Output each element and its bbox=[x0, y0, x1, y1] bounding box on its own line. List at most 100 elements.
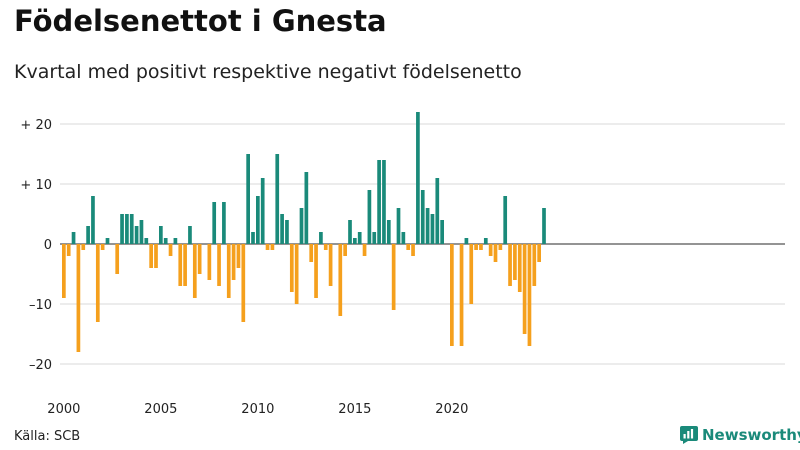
bar bbox=[411, 244, 415, 256]
brand-name: Newsworthy bbox=[702, 426, 800, 444]
bar bbox=[275, 154, 280, 244]
bar bbox=[382, 160, 386, 244]
x-tick-label: 2005 bbox=[144, 402, 177, 417]
bar bbox=[319, 232, 323, 244]
bar bbox=[76, 244, 81, 352]
bar bbox=[236, 244, 241, 268]
bar bbox=[430, 214, 435, 244]
bar bbox=[483, 238, 488, 244]
bar bbox=[188, 226, 192, 244]
bar bbox=[226, 244, 231, 298]
bar bbox=[353, 238, 357, 244]
y-tick-label: + 20 bbox=[20, 118, 52, 133]
bar bbox=[459, 244, 464, 346]
bar bbox=[479, 244, 483, 250]
bar bbox=[357, 232, 362, 244]
bar bbox=[285, 220, 289, 244]
gridlines bbox=[60, 123, 785, 365]
bar bbox=[71, 232, 76, 244]
x-tick-label: 2000 bbox=[47, 402, 80, 417]
bar bbox=[420, 190, 425, 244]
bar bbox=[488, 244, 493, 256]
bar bbox=[212, 202, 217, 244]
bar bbox=[469, 244, 474, 304]
bar bbox=[386, 220, 391, 244]
bar bbox=[95, 244, 100, 322]
bar bbox=[464, 238, 469, 244]
bar bbox=[289, 244, 294, 292]
bar bbox=[144, 238, 149, 244]
bar bbox=[178, 244, 183, 286]
bar bbox=[513, 244, 517, 280]
bar bbox=[343, 244, 347, 256]
bar bbox=[81, 244, 86, 250]
bar bbox=[435, 178, 440, 244]
bar bbox=[406, 244, 411, 250]
bar bbox=[450, 244, 454, 346]
bar bbox=[105, 238, 110, 244]
bar bbox=[542, 208, 546, 244]
y-tick-label: + 10 bbox=[20, 178, 52, 193]
source-note: Källa: SCB bbox=[14, 429, 81, 444]
bar bbox=[527, 244, 532, 346]
bar bbox=[503, 196, 508, 244]
bar bbox=[231, 244, 236, 280]
bar bbox=[66, 244, 71, 256]
chart-title: Födelsenettot i Gnesta bbox=[14, 4, 387, 38]
bar bbox=[367, 190, 372, 244]
bar bbox=[328, 244, 333, 286]
bar bbox=[474, 244, 478, 250]
y-tick-label: 0 bbox=[44, 238, 52, 253]
bar bbox=[100, 244, 105, 250]
bar bbox=[139, 220, 144, 244]
chart-subtitle: Kvartal med positivt respektive negativt… bbox=[14, 61, 522, 83]
bar bbox=[91, 196, 95, 244]
bar bbox=[115, 244, 120, 274]
bar bbox=[125, 214, 129, 244]
bar bbox=[338, 244, 343, 316]
bar bbox=[280, 214, 284, 244]
bar bbox=[163, 238, 168, 244]
bar bbox=[251, 232, 255, 244]
bar bbox=[183, 244, 187, 286]
bar bbox=[265, 244, 270, 250]
bar bbox=[154, 244, 158, 268]
bar bbox=[299, 208, 304, 244]
y-tick-label: –20 bbox=[29, 358, 52, 373]
bar bbox=[134, 226, 139, 244]
bar bbox=[401, 232, 406, 244]
x-tick-label: 2015 bbox=[338, 402, 371, 417]
bar bbox=[440, 220, 444, 244]
bar bbox=[294, 244, 299, 304]
bar bbox=[323, 244, 328, 250]
bar bbox=[62, 244, 66, 298]
y-tick-label: –10 bbox=[29, 298, 52, 313]
bar bbox=[270, 244, 275, 250]
bar bbox=[217, 244, 221, 286]
bar bbox=[416, 112, 420, 244]
bar bbox=[314, 244, 318, 298]
bar bbox=[256, 196, 260, 244]
bar bbox=[120, 214, 124, 244]
bar bbox=[309, 244, 314, 262]
bar bbox=[246, 154, 250, 244]
bar bbox=[391, 244, 396, 310]
bar bbox=[425, 208, 430, 244]
bar bbox=[362, 244, 367, 256]
bar-chart: + 20 + 10 0 –10 –20 2000 2005 2010 2015 2020 bbox=[20, 112, 785, 417]
bar bbox=[522, 244, 527, 334]
axis-labels: + 20 + 10 0 –10 –20 2000 2005 2010 2015 2020 bbox=[20, 118, 468, 417]
bar bbox=[129, 214, 134, 244]
bar bbox=[149, 244, 153, 268]
bar bbox=[86, 226, 90, 244]
bar bbox=[517, 244, 522, 292]
bar bbox=[159, 226, 163, 244]
bar bbox=[207, 244, 212, 280]
bar bbox=[493, 244, 498, 262]
bar bbox=[537, 244, 541, 262]
bar bbox=[168, 244, 173, 256]
bar bbox=[241, 244, 246, 322]
brand-logo: Newsworthy bbox=[680, 426, 800, 444]
bars bbox=[62, 112, 546, 352]
bar bbox=[508, 244, 512, 286]
